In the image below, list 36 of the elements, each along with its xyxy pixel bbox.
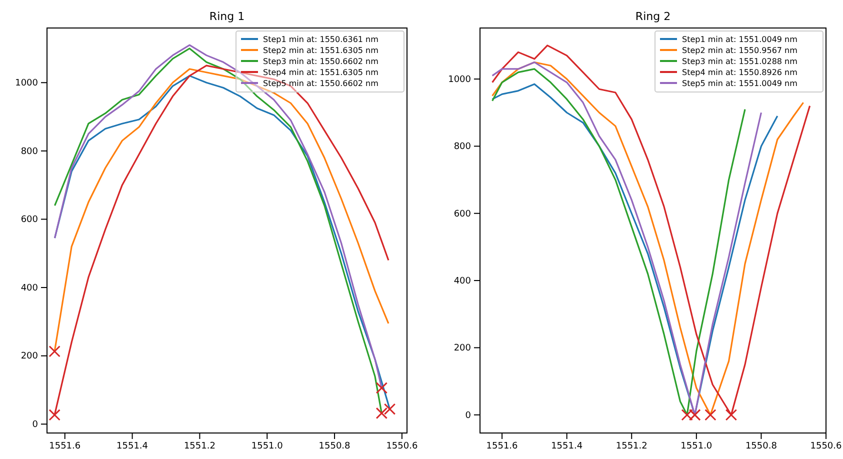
y-tick-label: 200 [20,352,38,362]
y-tick-label: 800 [20,146,38,157]
legend-label: Step3 min at: 1551.0288 nm [682,57,798,66]
y-tick-label: 1000 [15,78,38,89]
legend-label: Step2 min at: 1550.9567 nm [682,46,798,55]
legend-label: Step4 min at: 1550.8926 nm [682,68,798,77]
legend-label: Step2 min at: 1551.6305 nm [263,46,379,55]
x-tick-label: 1551.0 [680,441,712,452]
y-tick-label: 400 [20,283,38,294]
y-tick-label: 600 [20,215,38,226]
x-tick-label: 1551.6 [49,441,81,452]
y-tick-label: 400 [454,276,472,286]
chart-title: Ring 1 [209,10,245,23]
x-tick-label: 1550.6 [810,441,842,452]
y-tick-label: 600 [454,209,472,220]
legend-label: Step1 min at: 1550.6361 nm [263,35,379,44]
y-tick-label: 800 [454,142,472,152]
x-tick-label: 1551.2 [616,441,648,452]
x-tick-label: 1551.6 [486,441,518,452]
legend-label: Step5 min at: 1550.6602 nm [263,79,379,88]
y-tick-label: 200 [454,344,472,354]
x-tick-label: 1550.8 [745,441,778,452]
x-tick-label: 1551.4 [116,441,148,452]
x-tick-label: 1551.2 [184,441,216,452]
x-tick-label: 1550.6 [386,441,418,452]
x-tick-label: 1550.8 [318,441,351,452]
legend-label: Step1 min at: 1551.0049 nm [682,35,798,44]
legend-label: Step5 min at: 1551.0049 nm [682,79,798,88]
y-tick-label: 0 [32,420,38,430]
x-tick-label: 1551.4 [551,441,583,452]
x-tick-label: 1551.0 [251,441,284,452]
legend-label: Step3 min at: 1550.6602 nm [263,57,379,66]
legend-label: Step4 min at: 1551.6305 nm [263,68,379,77]
chart-title: Ring 2 [635,10,671,23]
y-tick-label: 0 [465,410,472,421]
y-tick-label: 1000 [448,74,472,85]
